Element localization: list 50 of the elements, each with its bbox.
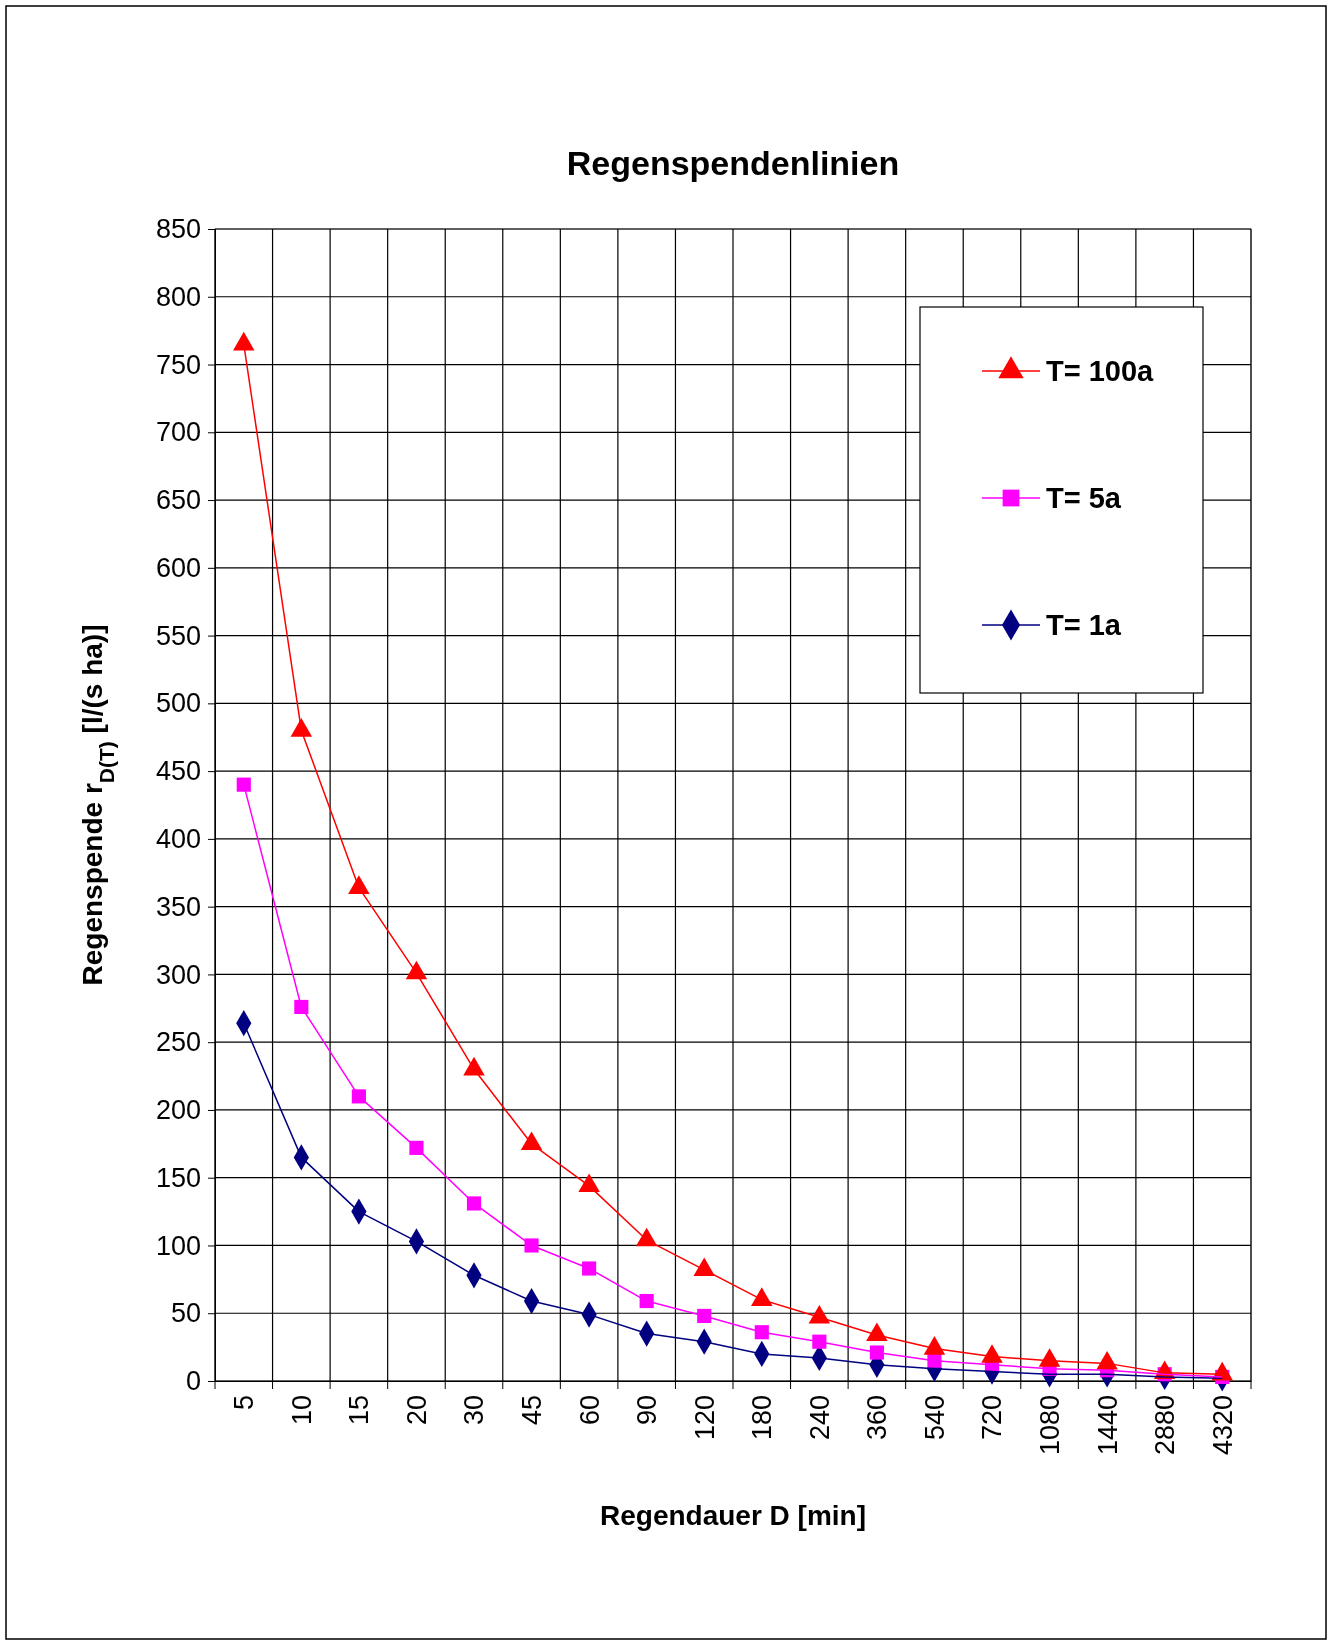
y-tick-label: 700 <box>155 417 201 448</box>
y-tick-label: 200 <box>155 1095 201 1126</box>
y-tick-label: 800 <box>155 281 201 312</box>
y-tick-label: 550 <box>155 620 201 651</box>
y-tick-label: 250 <box>155 1027 201 1058</box>
x-tick-label: 180 <box>747 1395 778 1441</box>
y-tick-label: 650 <box>155 485 201 516</box>
point <box>869 1345 884 1360</box>
y-tick-label: 150 <box>155 1162 201 1193</box>
x-tick-label: 30 <box>459 1395 490 1426</box>
x-tick-label: 10 <box>286 1395 317 1426</box>
chart-title: Regenspendenlinien <box>566 144 900 182</box>
legend-label: T= 1a <box>1046 609 1122 642</box>
x-tick-label: 45 <box>517 1395 548 1426</box>
y-tick-label: 100 <box>155 1230 201 1261</box>
y-tick-label: 750 <box>155 349 201 380</box>
y-tick-label: 300 <box>155 959 201 990</box>
y-tick-label: 600 <box>155 552 201 583</box>
x-axis-title: Regendauer D [min] <box>599 1500 867 1531</box>
x-tick-label: 60 <box>574 1395 605 1426</box>
x-tick-label: 1080 <box>1035 1395 1066 1456</box>
point <box>236 777 251 792</box>
point <box>348 875 370 894</box>
x-tick-label: 540 <box>919 1395 950 1441</box>
x-tick-label: 720 <box>977 1395 1008 1441</box>
y-tick-label: 850 <box>155 214 201 245</box>
y-tick-label: 500 <box>155 688 201 719</box>
x-tick-label: 1440 <box>1092 1395 1123 1456</box>
point <box>524 1238 539 1253</box>
x-tick-label: 240 <box>804 1395 835 1441</box>
y-tick-label: 350 <box>155 891 201 922</box>
y-tick-label: 400 <box>155 824 201 855</box>
x-tick-label: 15 <box>344 1395 375 1426</box>
point <box>290 718 313 737</box>
x-tick-label: 20 <box>401 1395 432 1426</box>
point <box>466 1196 482 1211</box>
x-tick-label: 4320 <box>1207 1395 1238 1456</box>
x-tick-label: 360 <box>862 1395 893 1441</box>
point <box>233 331 255 351</box>
point <box>582 1261 597 1276</box>
x-tick-label: 2880 <box>1150 1395 1181 1456</box>
point <box>409 1140 424 1155</box>
legend-label: T= 5a <box>1046 482 1122 515</box>
x-tick-label: 5 <box>229 1395 260 1411</box>
y-tick-label: 50 <box>170 1298 201 1329</box>
legend-label: T= 100a <box>1046 355 1155 388</box>
y-tick-label: 450 <box>155 756 201 787</box>
x-tick-label: 90 <box>632 1395 663 1426</box>
y-tick-label: 0 <box>185 1366 201 1397</box>
x-tick-label: 120 <box>689 1395 720 1441</box>
